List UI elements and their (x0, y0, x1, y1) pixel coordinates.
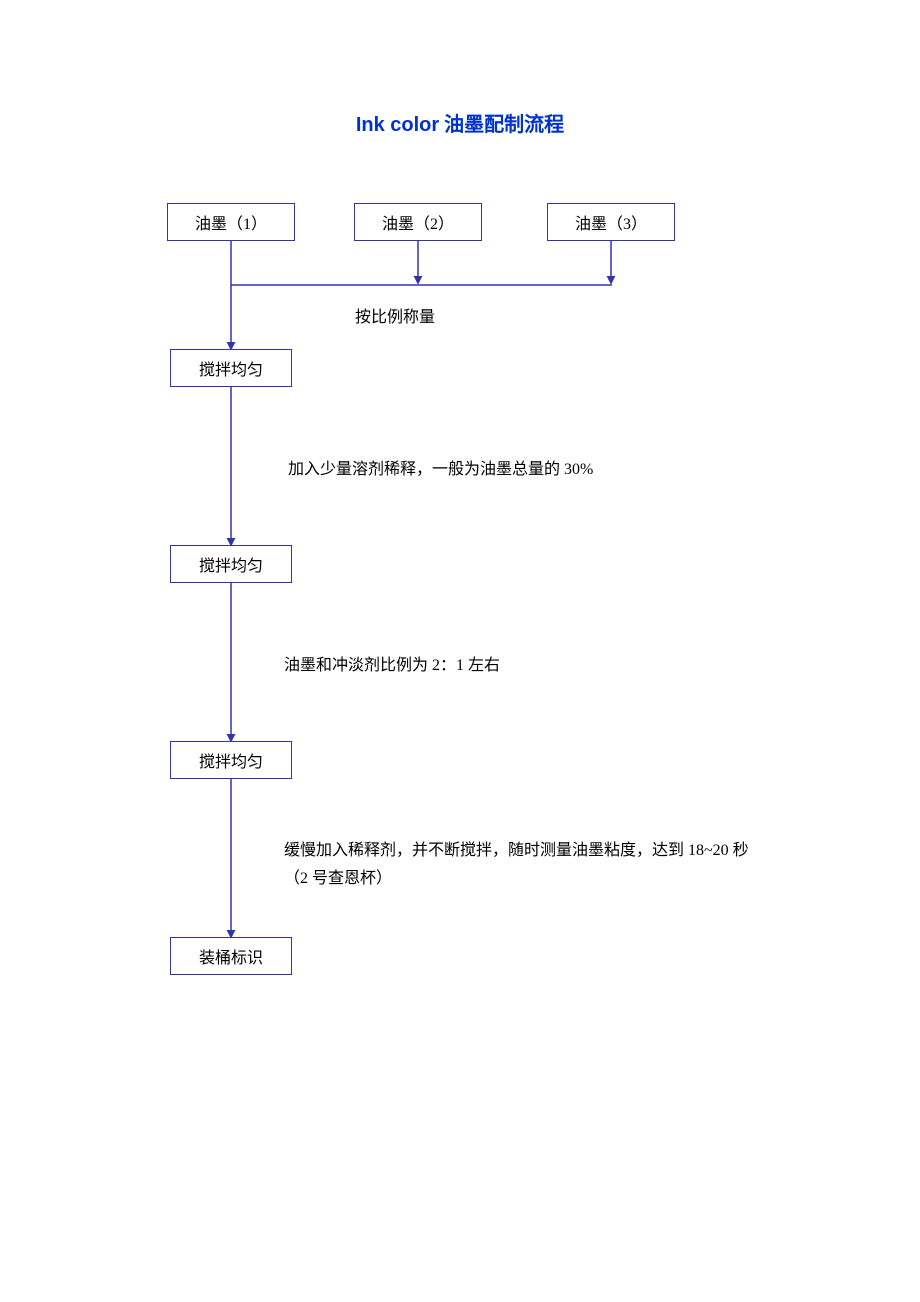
flowchart-node-ink3: 油墨（3） (547, 203, 675, 241)
title-en: Ink color (356, 114, 439, 136)
flowchart-node-mix3: 搅拌均匀 (170, 741, 292, 779)
flowchart-label-weigh: 按比例称量 (355, 303, 435, 327)
flowchart-node-ink2: 油墨（2） (354, 203, 482, 241)
flowchart-label-ratio: 油墨和冲淡剂比例为 2：1 左右 (284, 651, 500, 675)
flowchart-node-mix1: 搅拌均匀 (170, 349, 292, 387)
flowchart-label-thinner1: 缓慢加入稀释剂，并不断搅拌，随时测量油墨粘度，达到 18~20 秒 (284, 836, 749, 860)
flowchart-node-mix2: 搅拌均匀 (170, 545, 292, 583)
flowchart-label-dilute: 加入少量溶剂稀释，一般为油墨总量的 30% (288, 455, 593, 479)
page-title: Ink color 油墨配制流程 (0, 108, 920, 137)
title-cn: 油墨配制流程 (444, 114, 564, 136)
flowchart-label-thinner2: （2 号查恩杯） (284, 864, 392, 888)
flowchart-node-ink1: 油墨（1） (167, 203, 295, 241)
flowchart-node-barrel: 装桶标识 (170, 937, 292, 975)
